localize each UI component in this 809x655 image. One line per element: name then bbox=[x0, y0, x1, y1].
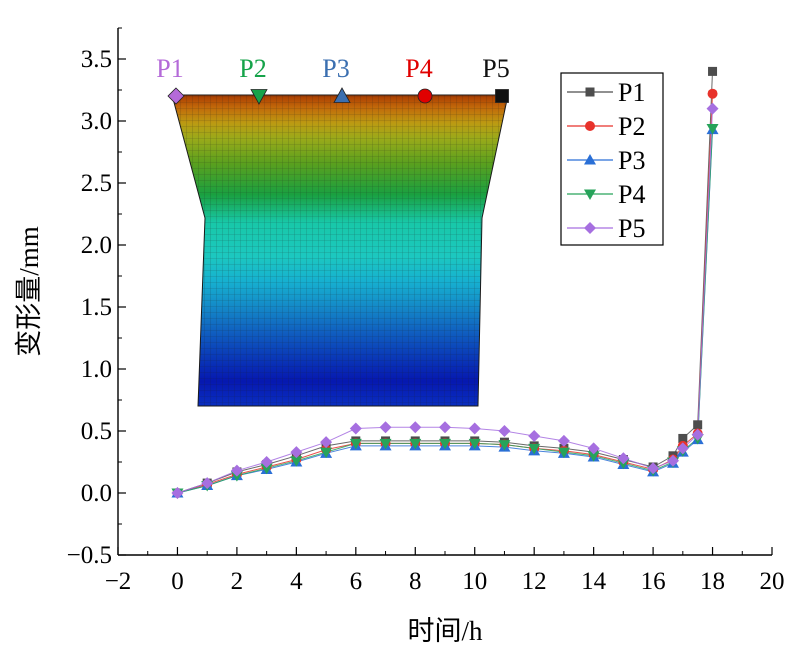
probe-marker-p3 bbox=[333, 87, 351, 103]
data-point-p5 bbox=[557, 434, 570, 447]
y-axis-label: 变形量/mm bbox=[14, 226, 44, 357]
probe-marker-p1 bbox=[167, 87, 185, 105]
x-tick-label: 12 bbox=[522, 568, 547, 595]
data-point-p5 bbox=[320, 436, 333, 449]
legend-label-p4: P4 bbox=[618, 180, 645, 209]
legend-marker-p5 bbox=[584, 222, 596, 234]
data-point-p5 bbox=[379, 421, 392, 434]
probe-label-p3: P3 bbox=[322, 54, 349, 83]
data-point-p5 bbox=[691, 428, 704, 441]
data-point-p5 bbox=[706, 102, 719, 115]
data-point-p1 bbox=[708, 66, 718, 76]
contour-mesh bbox=[172, 95, 508, 406]
data-point-p1 bbox=[678, 433, 688, 443]
y-tick-label: 1.0 bbox=[81, 356, 112, 383]
x-tick-label: −2 bbox=[105, 568, 132, 595]
y-tick-label: 0.0 bbox=[81, 480, 112, 507]
data-point-p5 bbox=[667, 454, 680, 467]
y-tick-label: 2.0 bbox=[81, 232, 112, 259]
data-point-p4 bbox=[290, 456, 303, 467]
data-point-p5 bbox=[468, 422, 481, 435]
legend-label-p3: P3 bbox=[618, 146, 645, 175]
data-point-p5 bbox=[349, 422, 362, 435]
x-tick-label: 20 bbox=[760, 568, 785, 595]
legend-marker-p4 bbox=[584, 189, 596, 200]
data-point-p5 bbox=[260, 456, 273, 468]
data-point-p5 bbox=[201, 477, 214, 490]
x-tick-label: 6 bbox=[350, 568, 363, 595]
legend-label-p1: P1 bbox=[618, 78, 645, 107]
data-point-p5 bbox=[439, 421, 451, 434]
y-tick-label: 3.0 bbox=[81, 108, 112, 135]
x-tick-label: 4 bbox=[290, 568, 303, 595]
probe-label-p2: P2 bbox=[239, 54, 266, 83]
data-point-p4 bbox=[260, 463, 273, 475]
x-tick-label: 18 bbox=[700, 568, 725, 595]
x-tick-label: 8 bbox=[409, 568, 422, 595]
data-point-p4 bbox=[587, 451, 600, 462]
data-point-p4 bbox=[320, 447, 333, 459]
x-axis-label: 时间/h bbox=[407, 616, 483, 646]
data-point-p5 bbox=[676, 442, 689, 455]
data-point-p4 bbox=[409, 438, 422, 450]
data-point-p4 bbox=[706, 123, 719, 135]
probe-label-p1: P1 bbox=[156, 54, 183, 83]
probe-marker-p4 bbox=[417, 88, 433, 104]
data-point-p5 bbox=[230, 464, 243, 477]
data-point-p4 bbox=[557, 447, 570, 459]
legend-marker-p3 bbox=[584, 154, 596, 165]
data-point-p5 bbox=[587, 442, 600, 455]
legend-marker-p1 bbox=[585, 87, 595, 97]
data-point-p4 bbox=[498, 440, 511, 451]
y-tick-label: 2.5 bbox=[81, 170, 112, 197]
probe-label-p4: P4 bbox=[405, 54, 432, 83]
data-point-p5 bbox=[498, 425, 511, 437]
y-tick-label: 0.5 bbox=[81, 418, 112, 445]
data-point-p4 bbox=[439, 438, 451, 450]
data-point-p5 bbox=[171, 487, 184, 499]
x-tick-label: 0 bbox=[171, 568, 184, 595]
legend-marker-p2 bbox=[585, 121, 595, 131]
data-point-p2 bbox=[707, 88, 718, 99]
x-tick-label: 14 bbox=[581, 568, 607, 595]
y-tick-label: 1.5 bbox=[81, 294, 112, 321]
data-point-p4 bbox=[468, 438, 481, 450]
data-point-p5 bbox=[647, 462, 660, 475]
x-tick-label: 16 bbox=[641, 568, 666, 595]
y-tick-label: −0.5 bbox=[67, 542, 112, 569]
probe-label-p5: P5 bbox=[482, 54, 509, 83]
legend-label-p5: P5 bbox=[618, 214, 645, 243]
x-tick-label: 10 bbox=[462, 568, 487, 595]
legend-label-p2: P2 bbox=[618, 112, 645, 141]
data-point-p4 bbox=[349, 438, 362, 450]
data-point-p1 bbox=[693, 420, 703, 430]
probe-marker-p2 bbox=[250, 89, 268, 105]
y-tick-label: 3.5 bbox=[81, 46, 112, 73]
probe-marker-p5 bbox=[495, 89, 509, 103]
x-tick-label: 2 bbox=[231, 568, 244, 595]
deformation-contour-inset: P1 P2 P3 P4 P5 bbox=[156, 54, 510, 407]
data-point-p5 bbox=[617, 452, 630, 465]
data-point-p4 bbox=[379, 438, 392, 450]
data-point-p5 bbox=[528, 429, 541, 442]
legend-box bbox=[560, 72, 664, 246]
data-point-p5 bbox=[290, 446, 303, 459]
data-point-p4 bbox=[528, 443, 541, 455]
data-point-p5 bbox=[409, 421, 422, 434]
